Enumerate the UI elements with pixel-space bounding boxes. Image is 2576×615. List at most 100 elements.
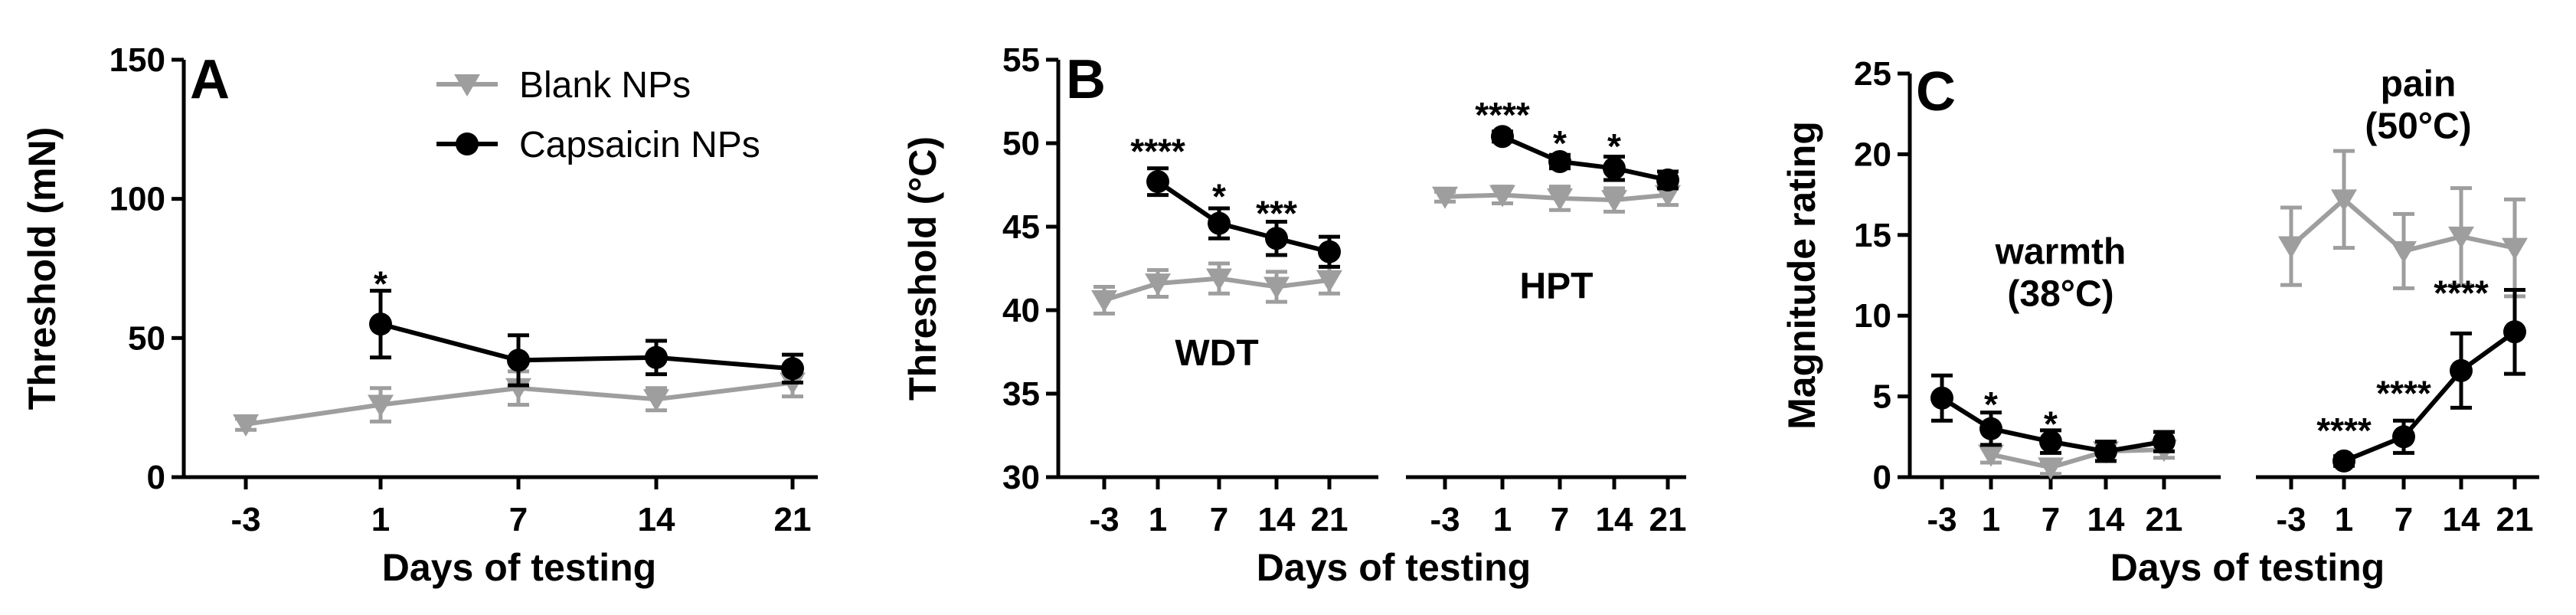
panel-a-group-1-blank-nps-point	[368, 394, 394, 417]
panel-c-group-1-x-tick-label: 14	[2087, 501, 2125, 538]
panel-b-group-2-x-tick-label: 7	[1551, 501, 1569, 538]
panel-c-group-1-capsaicin-nps-point	[2153, 430, 2176, 453]
panel-b-group-2-capsaicin-nps-point	[1603, 156, 1626, 180]
panel-b-group-1-capsaicin-nps-point	[1208, 211, 1231, 235]
panel-b-group-1-significance: *	[1212, 177, 1226, 217]
panel-b-group-2-blank-nps-point	[1432, 186, 1458, 209]
legend-label-1: Blank NPs	[519, 65, 691, 106]
panel-a-y-axis-title: Threshold (mN)	[21, 127, 64, 410]
panel-b-group-2-blank-nps-point	[1547, 188, 1573, 211]
panel-b-group-1-x-tick-label: 1	[1149, 501, 1167, 538]
panel-a-group-1-x-tick-label: 21	[774, 501, 812, 538]
panel-c-group-1-significance: *	[2044, 404, 2058, 443]
panel-c-group-1-label-line: (38°C)	[2007, 274, 2113, 315]
panel-b-y-tick-label: 45	[1002, 208, 1040, 246]
panel-c-group-2-significance: ****	[2434, 273, 2489, 313]
panel-b-group-1-x-tick-label: 14	[1258, 501, 1296, 538]
panel-b-group-1-capsaicin-nps-point	[1146, 170, 1169, 194]
panel-b-group-1-blank-nps-point	[1263, 276, 1290, 299]
panel-b-group-2-significance: *	[1607, 126, 1621, 166]
panel-c-group-2-blank-nps-point	[2502, 237, 2528, 260]
panel-b-group-1-significance: ***	[1256, 193, 1297, 233]
panel-a-y-tick-label: 150	[110, 41, 165, 79]
panel-a-group-1-capsaicin-nps-point	[645, 345, 668, 369]
panel-c-group-2-capsaicin-nps-point	[2332, 449, 2355, 473]
panel-c-x-axis-title: Days of testing	[2110, 546, 2385, 589]
panel-c-letter: C	[1916, 61, 1956, 123]
panel-c-y-tick-label: 25	[1854, 55, 1891, 93]
panel-c-group-2-significance: ****	[2376, 373, 2431, 413]
panel-c-group-2-blank-nps-point	[2391, 240, 2417, 263]
panel-c-y-axis-title: Magnitude rating	[1780, 121, 1823, 430]
panel-c-group-2-x-tick-label: 14	[2443, 501, 2480, 538]
panel-c-group-1-x-tick-label: -3	[1927, 501, 1957, 538]
panel-a-group-1-x-tick-label: 1	[371, 501, 390, 538]
panel-a-y-tick-label: 100	[110, 181, 165, 218]
panel-b-group-1-significance: ****	[1130, 132, 1185, 172]
panel-c-group-1-blank-nps-point	[1978, 444, 2004, 467]
panel-a-group-1-blank-nps-point	[643, 389, 669, 412]
panel-b-group-1-label: WDT	[1175, 333, 1258, 374]
panel-a-group-1-capsaicin-nps-point	[369, 312, 392, 336]
panel-a-group-1-x-tick-label: 7	[509, 501, 528, 538]
panel-b-group-1-x-tick-label: 7	[1210, 501, 1228, 538]
panel-c-group-1-capsaicin-nps-point	[1930, 386, 1953, 410]
panel-b-group-1-x-tick-label: -3	[1089, 501, 1119, 538]
panel-c-group-1-label-line: warmth	[1995, 232, 2127, 273]
panel-b-group-2-capsaicin-nps-point	[1491, 125, 1514, 149]
legend-marker-2	[456, 132, 479, 155]
panel-c-y-tick-label: 5	[1873, 378, 1891, 416]
panel-b-group-1-capsaicin-nps-point	[1265, 227, 1288, 250]
panel-c-group-2-blank-nps-point	[2331, 189, 2357, 212]
panel-b-y-tick-label: 35	[1002, 375, 1040, 413]
panel-a-y-tick-label: 50	[128, 319, 165, 357]
panel-c-group-2-capsaicin-nps-point	[2503, 320, 2526, 344]
panel-a-group-1-significance: *	[374, 264, 387, 304]
panel-b-group-2-significance: *	[1553, 123, 1567, 163]
panel-a-group-1-blank-nps-point	[233, 414, 259, 437]
panel-a-group-1-capsaicin-nps-point	[507, 348, 530, 372]
panel-c-group-1-x-tick-label: 7	[2042, 501, 2060, 538]
panel-a-group-1-capsaicin-nps-point	[781, 357, 804, 381]
panel-b-group-1-blank-nps-point	[1316, 270, 1342, 293]
panel-b-group-2-capsaicin-nps-line	[1501, 134, 1669, 182]
panel-b-group-2-x-tick-label: 1	[1493, 501, 1512, 538]
panel-a-x-axis-title: Days of testing	[382, 546, 656, 589]
panel-b-y-tick-label: 40	[1002, 292, 1040, 329]
panel-b-group-2-blank-nps-point	[1489, 185, 1515, 208]
panel-b-y-tick-label: 50	[1002, 125, 1040, 162]
panel-c-y-tick-label: 10	[1854, 297, 1891, 335]
panel-c-group-2-significance: ****	[2316, 411, 2372, 450]
panel-b-y-tick-label: 30	[1002, 459, 1040, 496]
panel-c-group-1-blank-nps-point	[2038, 457, 2064, 480]
panel-c-group-2-capsaicin-nps-point	[2450, 358, 2473, 382]
panel-b-group-1-blank-nps-point	[1145, 273, 1171, 296]
panel-c-group-2-blank-nps-point	[2448, 226, 2474, 249]
panel-b-group-1-x-tick-label: 21	[1311, 501, 1348, 538]
panel-c-group-1-x-tick-label: 1	[1982, 501, 2000, 538]
panel-b-y-tick-label: 55	[1002, 41, 1040, 79]
panel-b-group-2-x-tick-label: 21	[1649, 501, 1687, 538]
panel-b-group-1-blank-nps-point	[1091, 290, 1117, 312]
panel-b-letter: B	[1066, 49, 1106, 110]
panel-b-x-axis-title: Days of testing	[1257, 546, 1531, 589]
panel-c-group-2-label-line: (50°C)	[2365, 106, 2471, 146]
panel-c-group-2-capsaicin-nps-point	[2392, 425, 2415, 449]
panel-a-group-1-x-tick-label: 14	[638, 501, 675, 538]
panel-b-group-2-significance: ****	[1475, 95, 1530, 135]
panel-b-group-2-capsaicin-nps-point	[1656, 168, 1679, 191]
panel-a-letter: A	[190, 49, 230, 110]
panel-b-group-1-capsaicin-nps-line	[1156, 179, 1330, 254]
panel-b-group-1-blank-nps-point	[1206, 268, 1232, 291]
panel-c-group-1-capsaicin-nps-point	[2039, 430, 2062, 453]
panel-c-group-1-capsaicin-nps-point	[1979, 417, 2002, 440]
panel-c-group-1-capsaicin-nps-point	[2094, 440, 2117, 463]
panel-c-y-tick-label: 0	[1873, 459, 1891, 496]
panel-c-group-2-capsaicin-nps-line	[2342, 329, 2516, 463]
panel-b-group-2-blank-nps-point	[1655, 185, 1681, 208]
panel-a-group-1-x-tick-label: -3	[230, 501, 260, 538]
panel-b-group-2-capsaicin-nps-point	[1548, 149, 1571, 173]
panel-c-group-1-blank-nps-line	[1990, 447, 2165, 470]
panel-a-y-tick-label: 0	[147, 459, 165, 496]
